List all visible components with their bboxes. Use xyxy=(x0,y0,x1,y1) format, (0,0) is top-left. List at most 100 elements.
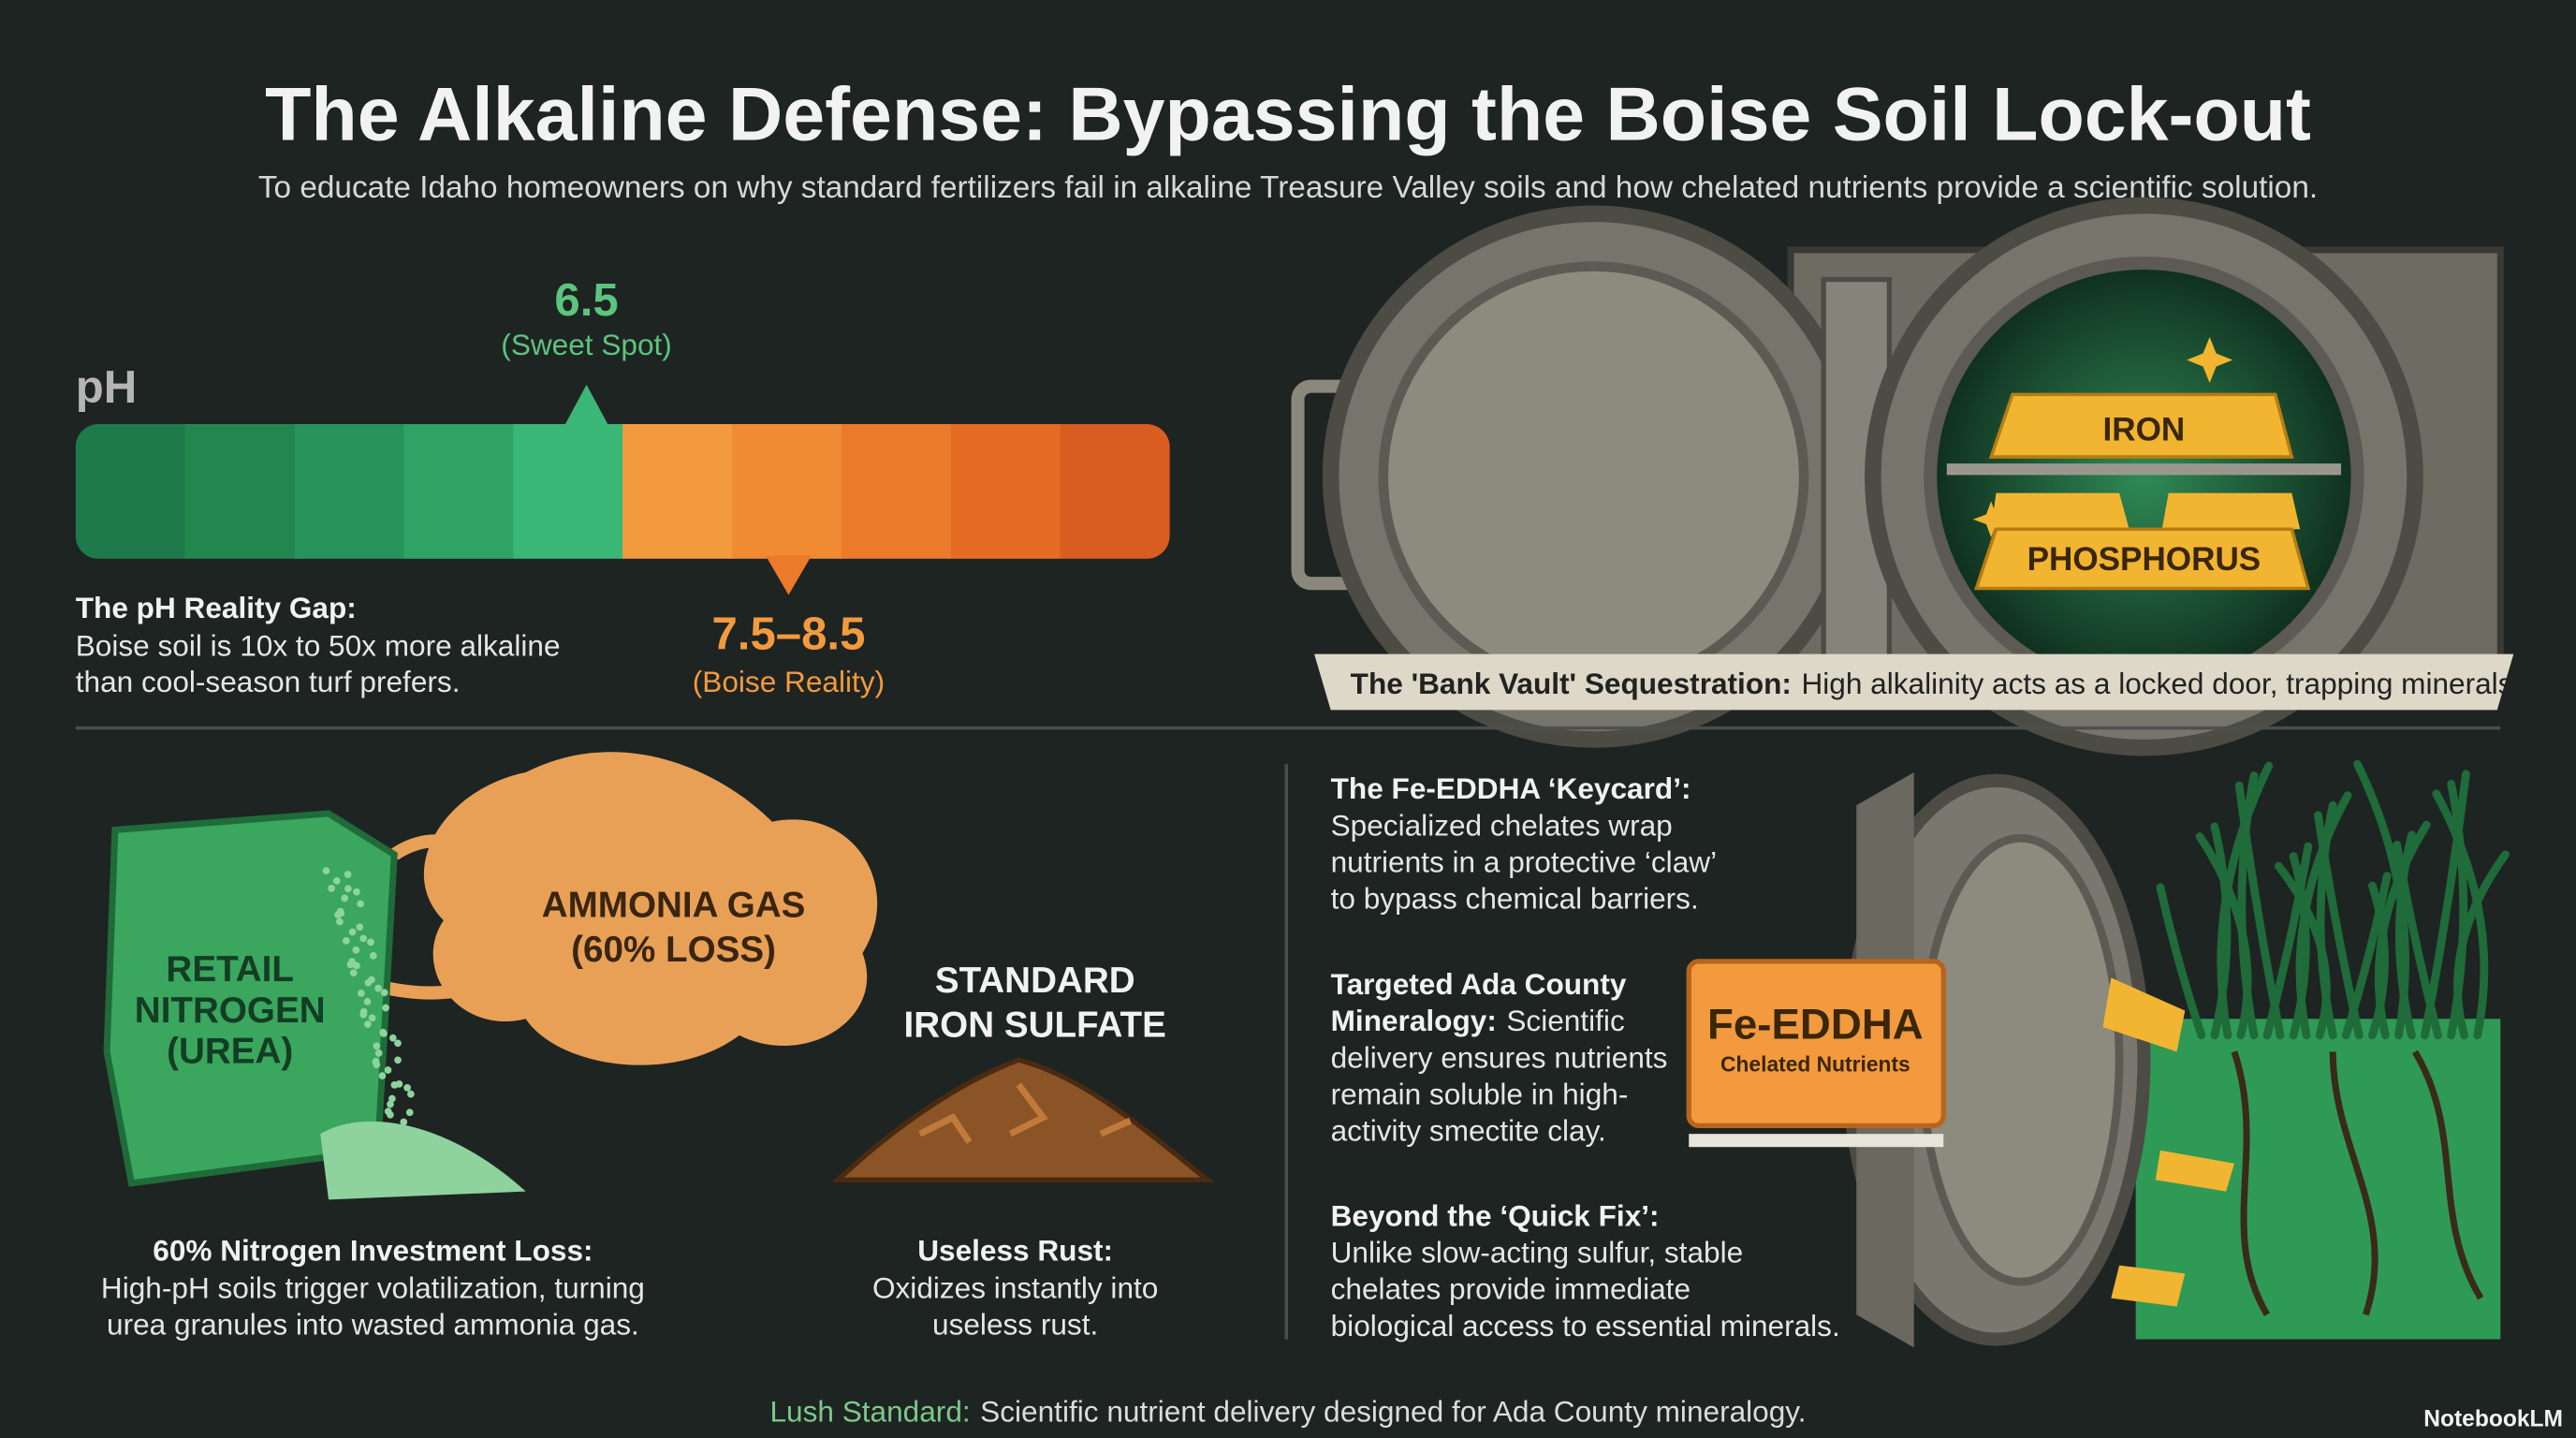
rust-title: Useless Rust: xyxy=(917,1233,1113,1267)
caption-text: High alkalinity acts as a locked door, t… xyxy=(1801,667,2521,700)
nitrogen-illustration xyxy=(103,752,878,1200)
granule xyxy=(344,885,352,893)
granule xyxy=(364,1020,372,1028)
granule xyxy=(341,894,349,902)
ph-label: pH xyxy=(76,362,137,413)
granule xyxy=(390,1081,399,1089)
point-text: activity smectite clay. xyxy=(1331,1114,1606,1148)
point-row: delivery ensures nutrients xyxy=(1331,1040,1668,1074)
granule xyxy=(349,969,358,977)
card-title: Fe-EDDHA xyxy=(1707,1000,1924,1048)
granule xyxy=(403,1084,411,1092)
footer: Lush Standard: Scientific nutrient delive… xyxy=(769,1394,1806,1428)
point-row: chelates provide immediate xyxy=(1331,1272,1690,1306)
ph-segment xyxy=(622,423,734,559)
point-text: to bypass chemical barriers. xyxy=(1331,882,1699,916)
footer-lead: Lush Standard: xyxy=(769,1394,970,1428)
granule xyxy=(357,900,364,908)
vault-illustration xyxy=(1291,197,2504,756)
cloud-label: AMMONIA GAS xyxy=(542,885,806,925)
nitrogen-title: 60% Nitrogen Investment Loss: xyxy=(153,1233,593,1267)
sweet-note: (Sweet Spot) xyxy=(501,328,672,361)
granule xyxy=(367,938,374,946)
subtitle: To educate Idaho homeowners on why stand… xyxy=(258,170,2318,205)
caption-band xyxy=(1314,653,2514,711)
granule xyxy=(393,1123,402,1132)
card-subtitle: Chelated Nutrients xyxy=(1720,1051,1910,1076)
grass-blade xyxy=(2237,771,2259,1040)
gap-line: than cool-season turf prefers. xyxy=(76,665,461,698)
vault-bar-label: IRON xyxy=(2103,412,2186,448)
keycard xyxy=(1686,959,1946,1129)
granule xyxy=(373,1042,381,1050)
granule xyxy=(410,1130,418,1138)
granule xyxy=(388,1034,397,1042)
granule xyxy=(322,867,330,874)
nitrogen-line: urea granules into wasted ammonia gas. xyxy=(107,1307,639,1341)
granule xyxy=(359,934,368,943)
gap-title: The pH Reality Gap: xyxy=(76,591,357,624)
sulfate-label: IRON SULFATE xyxy=(904,1005,1166,1046)
solution-illustration xyxy=(1841,759,2510,1348)
granule xyxy=(374,1049,383,1057)
nitrogen-line: High-pH soils trigger volatilization, tu… xyxy=(101,1271,645,1305)
keycard-stripe xyxy=(1689,1134,1944,1148)
granule xyxy=(344,871,352,878)
point-text: nutrients in a protective ‘claw’ xyxy=(1331,844,1717,878)
point-text: Mineralogy: xyxy=(1331,1004,1497,1037)
caption-title: The 'Bank Vault' Sequestration: xyxy=(1351,667,1792,700)
point-row: biological access to essential minerals. xyxy=(1331,1309,1840,1343)
point-text: chelates provide immediate xyxy=(1331,1272,1690,1306)
granule xyxy=(348,928,357,936)
reality-pointer xyxy=(765,555,812,595)
point-text: Beyond the ‘Quick Fix’: xyxy=(1331,1198,1660,1232)
point-text: remain soluble in high- xyxy=(1331,1077,1629,1110)
granule xyxy=(387,1110,394,1119)
granule xyxy=(356,923,364,932)
bag-label: (UREA) xyxy=(167,1032,293,1072)
point-text: Scientific xyxy=(1506,1004,1624,1037)
ph-segment xyxy=(184,423,297,559)
sweet-value: 6.5 xyxy=(554,275,618,326)
granule xyxy=(332,877,341,885)
grass-blade xyxy=(2453,850,2510,1040)
point-text: The Fe-EDDHA ‘Keycard’: xyxy=(1331,771,1691,805)
granule xyxy=(405,1108,414,1117)
point-row: nutrients in a protective ‘claw’ xyxy=(1331,844,1717,878)
grass-blade xyxy=(2316,800,2337,1040)
iron-pile xyxy=(831,1057,1215,1182)
footer-text: Scientific nutrient delivery designed fo… xyxy=(980,1394,1806,1428)
vault-caption: The 'Bank Vault' Sequestration: High alka… xyxy=(1351,667,2522,700)
grass-blade xyxy=(2156,883,2206,1040)
grass-blade xyxy=(2432,789,2489,1040)
point-row: Beyond the ‘Quick Fix’: xyxy=(1331,1198,1660,1232)
brand: NotebookLM xyxy=(2423,1407,2563,1432)
granule xyxy=(343,937,350,945)
granule xyxy=(384,1066,392,1074)
granule xyxy=(382,1004,389,1012)
granule xyxy=(387,1100,394,1108)
point-row: The Fe-EDDHA ‘Keycard’: xyxy=(1331,771,1691,805)
point-row: to bypass chemical barriers. xyxy=(1331,882,1699,916)
point-text: delivery ensures nutrients xyxy=(1331,1040,1668,1074)
granule xyxy=(369,952,377,960)
granule xyxy=(374,984,382,992)
grass-blade xyxy=(2393,840,2442,1040)
point-row: Targeted Ada County xyxy=(1331,967,1627,1001)
point-text: Specialized chelates wrap xyxy=(1331,808,1673,842)
granule xyxy=(368,976,375,984)
granule xyxy=(328,885,335,892)
reality-value: 7.5–8.5 xyxy=(711,609,865,659)
granule xyxy=(336,917,344,926)
granule xyxy=(398,1152,406,1159)
granule xyxy=(394,1039,402,1048)
point-row: Mineralogy: Scientific xyxy=(1331,1004,1625,1037)
point-text: biological access to essential minerals. xyxy=(1331,1309,1840,1343)
ph-segment xyxy=(294,423,406,559)
granule xyxy=(358,990,365,997)
ph-segment xyxy=(75,423,187,559)
point-row: Specialized chelates wrap xyxy=(1331,808,1673,842)
bag-label: NITROGEN xyxy=(135,990,326,1031)
ph-segment xyxy=(1060,423,1170,559)
point-row: activity smectite clay. xyxy=(1331,1114,1606,1148)
